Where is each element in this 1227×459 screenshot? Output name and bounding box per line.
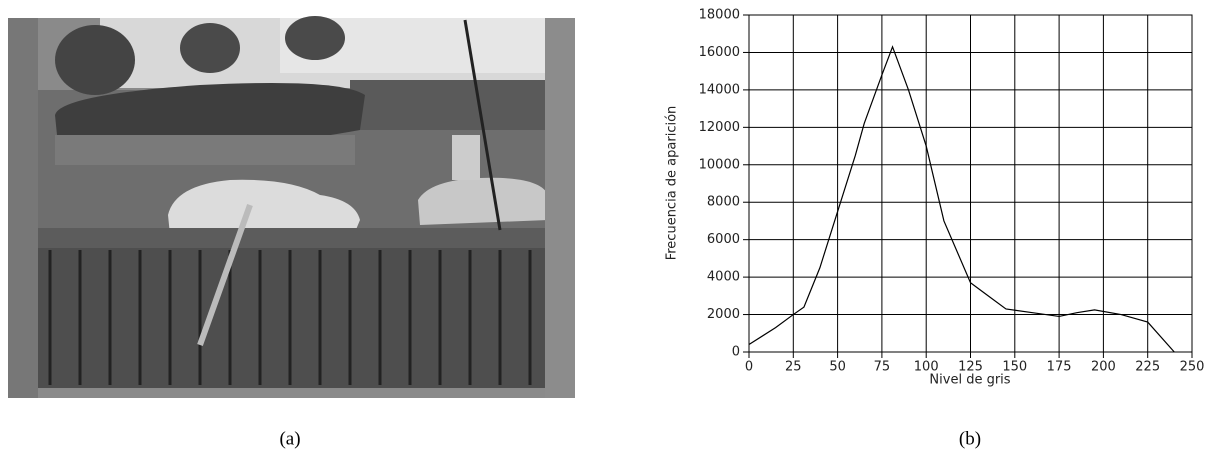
x-tick-label: 125 [958,360,983,375]
y-tick-label: 6000 [707,232,740,247]
y-tick-label: 10000 [699,157,740,172]
x-axis-label: Nivel de gris [929,373,1010,388]
figure: (a) (b) Nivel de gris Frecuencia de apar… [0,0,1227,459]
caption: (b) [959,428,981,449]
x-tick-label: 50 [829,360,846,375]
y-tick-label: 2000 [707,307,740,322]
y-axis-label: Frecuencia de aparición [665,106,680,261]
y-tick-label: 12000 [699,120,740,135]
y-tick-label: 8000 [707,195,740,210]
x-tick-label: 225 [1135,360,1160,375]
page: (a) (b) Nivel de gris Frecuencia de apar… [0,0,1227,459]
y-tick-label: 14000 [699,82,740,97]
y-tick-label: 16000 [699,45,740,60]
caption: (a) [279,428,300,449]
y-tick-label: 4000 [707,270,740,285]
x-tick-label: 75 [874,360,891,375]
x-tick-label: 200 [1091,360,1116,375]
x-tick-label: 175 [1047,360,1072,375]
x-tick-label: 250 [1180,360,1205,375]
y-tick-label: 0 [732,345,740,360]
photo [8,16,575,398]
y-tick-label: 18000 [699,8,740,23]
x-tick-label: 25 [785,360,802,375]
data-line [749,47,1174,352]
x-tick-label: 0 [745,360,753,375]
x-tick-label: 100 [914,360,939,375]
x-tick-label: 150 [1002,360,1027,375]
